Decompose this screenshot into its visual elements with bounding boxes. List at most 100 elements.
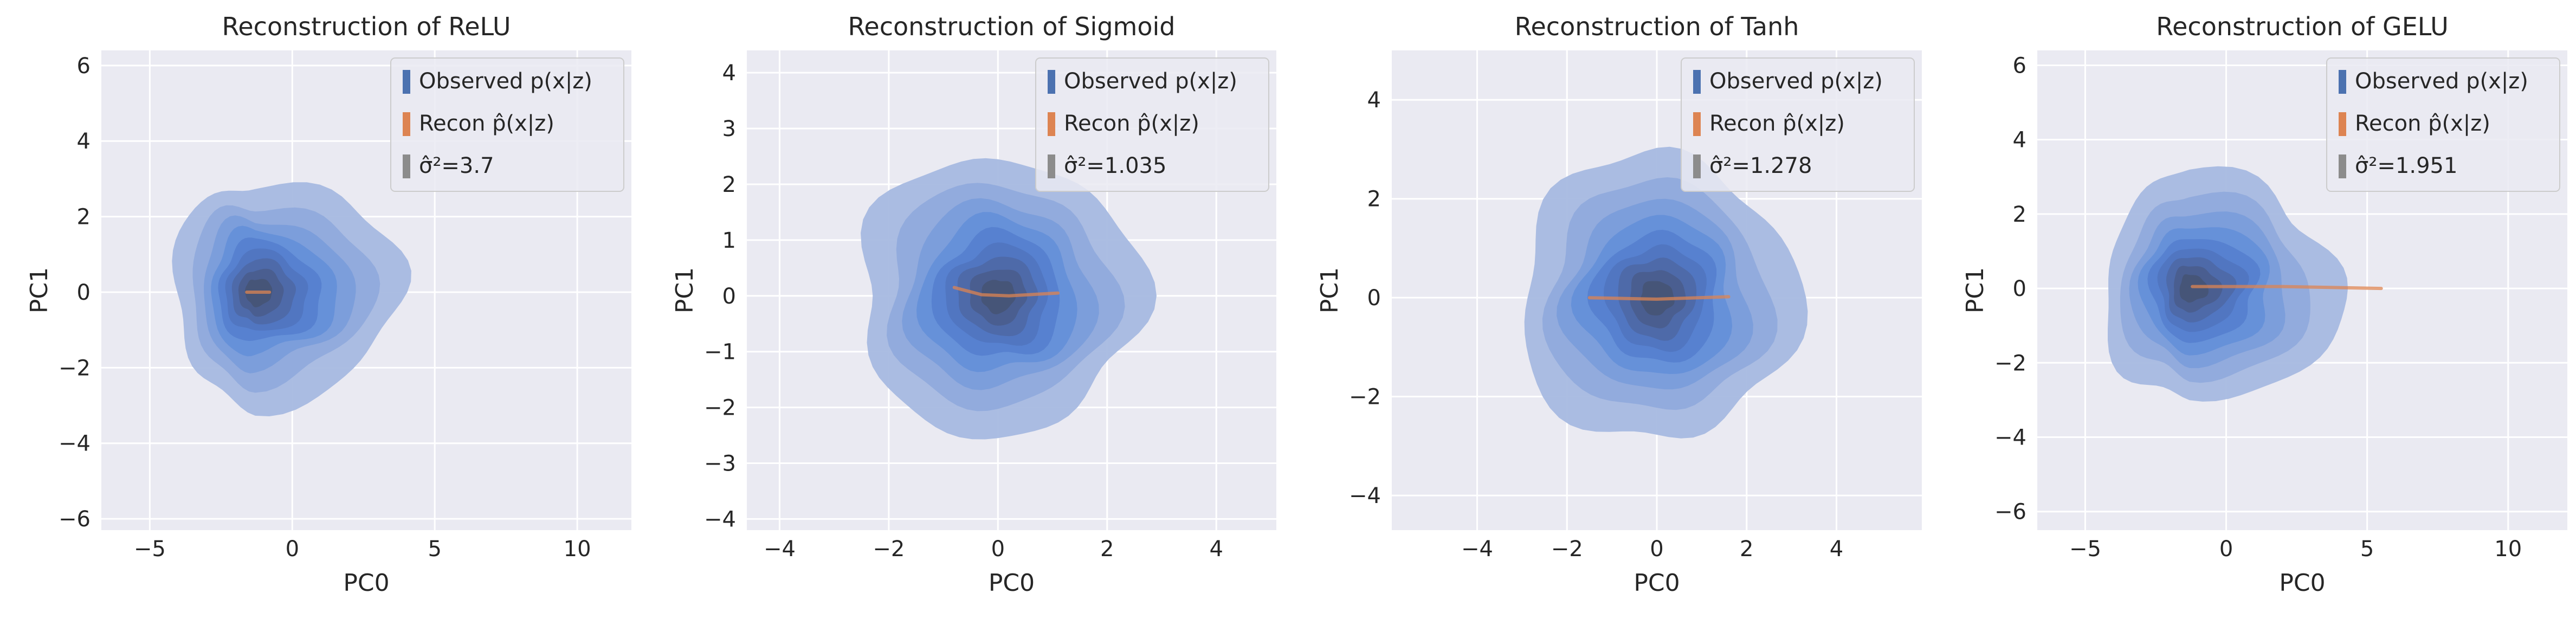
legend: Observed p(x|z) Recon p̂(x|z) σ̂²=1.278 <box>1681 57 1915 192</box>
x-tick-label: 4 <box>1830 537 1843 562</box>
y-tick-label: 0 <box>77 280 91 305</box>
x-axis-label: PC0 <box>989 569 1035 597</box>
y-tick-label: −4 <box>1349 484 1381 508</box>
legend-box <box>390 57 624 192</box>
x-tick-label: 0 <box>991 537 1005 562</box>
observed-density <box>2108 166 2348 402</box>
legend-swatch-observed <box>403 70 410 94</box>
legend-label: Recon p̂(x|z) <box>2355 111 2490 136</box>
legend-box <box>1035 57 1269 192</box>
legend-label: Observed p(x|z) <box>419 69 592 94</box>
chart-panel-3: −4 −2 0 2 4 −4 −2 0 2 4 PC0 PC1 Reconstruction of Ta… <box>1316 12 1922 597</box>
x-tick-label: −2 <box>1551 537 1583 562</box>
y-tick-label: −4 <box>59 431 91 456</box>
legend-swatch-recon <box>1048 112 1055 136</box>
y-tick-label: 2 <box>2013 202 2026 227</box>
y-axis-label: PC1 <box>671 267 699 313</box>
chart-title: Reconstruction of GELU <box>2156 12 2449 41</box>
tick-labels: −5 0 5 10 −6 −4 −2 0 2 4 6 <box>59 54 591 562</box>
legend-swatch-recon <box>403 112 410 136</box>
y-tick-label: 4 <box>722 61 736 86</box>
legend-label: Observed p(x|z) <box>1064 69 1237 94</box>
y-tick-label: 0 <box>722 284 736 309</box>
x-tick-label: 5 <box>2360 537 2374 562</box>
legend-swatch-variance <box>1048 154 1055 178</box>
legend: Observed p(x|z) Recon p̂(x|z) σ̂²=3.7 <box>390 57 624 192</box>
x-tick-label: 10 <box>2494 537 2522 562</box>
legend: Observed p(x|z) Recon p̂(x|z) σ̂²=1.951 <box>2326 57 2560 192</box>
legend-swatch-variance <box>2339 154 2346 178</box>
y-tick-label: −3 <box>704 452 736 476</box>
observed-density <box>861 158 1157 440</box>
legend-swatch-recon <box>2339 112 2346 136</box>
recon-curve <box>1587 295 1731 301</box>
legend-label: σ̂²=1.035 <box>1064 153 1166 178</box>
chart-panel-4: −5 0 5 10 −6 −4 −2 0 2 4 6 PC0 PC1 Reconstruction of … <box>1961 12 2567 597</box>
recon-curve <box>2191 285 2383 291</box>
chart-title: Reconstruction of Sigmoid <box>848 12 1176 41</box>
x-axis-label: PC0 <box>1634 569 1680 597</box>
chart-panel-2: −4 −2 0 2 4 −4 −3 −2 −1 0 1 2 3 4 PC0 PC1 Reconstruction… <box>671 12 1276 597</box>
x-axis-label: PC0 <box>343 569 389 597</box>
legend-box <box>1681 57 1915 192</box>
y-tick-label: −2 <box>59 356 91 381</box>
x-tick-label: 2 <box>1100 537 1114 562</box>
chart-panel-1: −5 0 5 10 −6 −4 −2 0 2 4 6 PC0 PC1 Reconstruction of … <box>25 12 631 597</box>
legend: Observed p(x|z) Recon p̂(x|z) σ̂²=1.035 <box>1035 57 1269 192</box>
x-tick-label: 5 <box>428 537 441 562</box>
y-tick-label: 4 <box>1367 88 1381 113</box>
x-tick-label: 10 <box>564 537 591 562</box>
x-tick-label: 2 <box>1740 537 1753 562</box>
y-tick-label: −4 <box>704 507 736 532</box>
y-tick-label: −2 <box>1994 351 2026 376</box>
y-tick-label: −6 <box>59 507 91 532</box>
y-tick-label: −2 <box>1349 385 1381 410</box>
y-tick-label: −2 <box>704 396 736 421</box>
legend-swatch-variance <box>1693 154 1701 178</box>
legend-label: Observed p(x|z) <box>1709 69 1883 94</box>
y-tick-label: 4 <box>77 129 91 154</box>
x-tick-label: −5 <box>2069 537 2101 562</box>
chart-title: Reconstruction of Tanh <box>1515 12 1799 41</box>
x-axis-label: PC0 <box>2279 569 2325 597</box>
y-tick-label: 6 <box>77 54 91 79</box>
y-tick-label: 1 <box>722 228 736 253</box>
y-tick-label: 0 <box>2013 276 2026 301</box>
legend-swatch-variance <box>403 154 410 178</box>
x-tick-label: −2 <box>873 537 905 562</box>
tick-labels: −4 −2 0 2 4 −4 −2 0 2 4 <box>1349 88 1843 562</box>
density-level-9 <box>2179 274 2209 303</box>
y-tick-label: 0 <box>1367 286 1381 311</box>
y-axis-label: PC1 <box>25 267 53 313</box>
legend-label: Recon p̂(x|z) <box>1064 111 1199 136</box>
y-tick-label: 2 <box>1367 187 1381 212</box>
observed-density <box>1524 146 1808 439</box>
observed-density <box>172 182 411 416</box>
legend-label: Recon p̂(x|z) <box>1709 111 1845 136</box>
x-tick-label: −4 <box>764 537 796 562</box>
y-tick-label: 2 <box>77 205 91 230</box>
tick-labels: −5 0 5 10 −6 −4 −2 0 2 4 6 <box>1994 53 2522 562</box>
x-tick-label: 0 <box>2219 537 2233 562</box>
y-tick-label: −4 <box>1994 425 2026 450</box>
legend-swatch-observed <box>1048 70 1055 94</box>
legend-label: Observed p(x|z) <box>2355 69 2528 94</box>
legend-label: σ̂²=3.7 <box>419 153 494 178</box>
legend-box <box>2326 57 2560 192</box>
y-tick-label: −6 <box>1994 500 2026 525</box>
x-tick-label: 4 <box>1209 537 1223 562</box>
legend-swatch-observed <box>1693 70 1701 94</box>
legend-label: σ̂²=1.278 <box>1709 153 1812 178</box>
y-tick-label: 6 <box>2013 53 2026 78</box>
y-axis-label: PC1 <box>1961 267 1989 313</box>
legend-label: Recon p̂(x|z) <box>419 111 554 136</box>
legend-label: σ̂²=1.951 <box>2355 153 2457 178</box>
y-tick-label: −1 <box>704 340 736 365</box>
x-tick-label: 0 <box>1650 537 1663 562</box>
chart-title: Reconstruction of ReLU <box>222 12 511 41</box>
tick-labels: −4 −2 0 2 4 −4 −3 −2 −1 0 1 2 3 4 <box>704 61 1223 562</box>
legend-swatch-recon <box>1693 112 1701 136</box>
y-axis-label: PC1 <box>1316 267 1344 313</box>
x-tick-label: −4 <box>1461 537 1493 562</box>
